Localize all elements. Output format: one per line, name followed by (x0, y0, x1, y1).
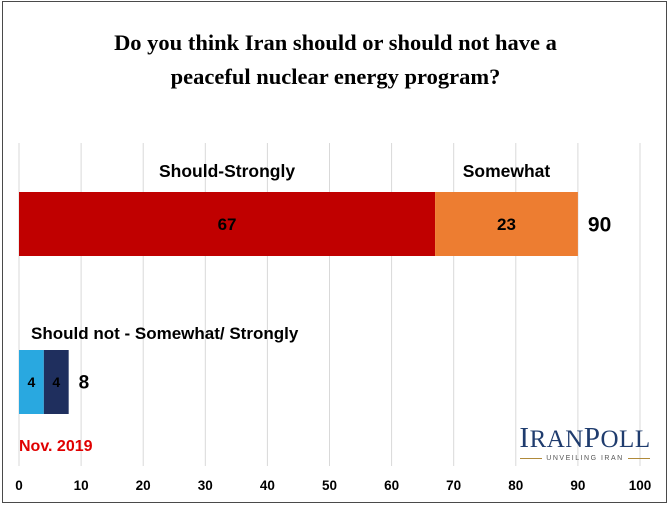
x-tick-label: 80 (508, 478, 523, 493)
logo-wordmark: IRANPOLL (519, 422, 651, 454)
logo-tagline: UNVEILING IRAN (510, 455, 660, 462)
x-tick-label: 60 (384, 478, 399, 493)
bar-value-label: 67 (218, 215, 237, 234)
segment-category-label: Should-Strongly (159, 161, 295, 181)
grid-lines (18, 143, 641, 466)
bar-segment (19, 192, 436, 256)
x-tick-label: 10 (74, 478, 89, 493)
x-axis-ticks: 0 10 20 30 40 50 60 70 80 90 100 (15, 478, 651, 493)
segment-category-label: Somewhat (463, 161, 551, 181)
bars-group: 67 Should-Strongly 23 Somewhat 90 4 4 8 Should n… (19, 161, 611, 414)
date-label: Nov. 2019 (19, 438, 93, 455)
x-tick-label: 30 (198, 478, 213, 493)
bar-segment (435, 192, 578, 256)
bar-segment (19, 350, 44, 414)
bar-value-label: 23 (497, 215, 516, 234)
x-tick-label: 20 (136, 478, 151, 493)
x-tick-label: 40 (260, 478, 275, 493)
bar-value-label: 4 (52, 374, 60, 390)
chart-title: Do you think Iran should or should not h… (0, 26, 671, 94)
x-tick-label: 70 (446, 478, 461, 493)
x-tick-label: 0 (15, 478, 23, 493)
chart-title-line-2: peaceful nuclear energy program? (170, 64, 501, 89)
bar-segment (43, 350, 69, 414)
bar-value-label: 4 (28, 374, 36, 390)
bar-total-label: 90 (588, 213, 611, 236)
chart-title-line-1: Do you think Iran should or should not h… (114, 30, 557, 55)
x-tick-label: 90 (570, 478, 585, 493)
group-category-label: Should not - Somewhat/ Strongly (31, 324, 299, 343)
iranpoll-logo: IRANPOLL UNVEILING IRAN (510, 422, 660, 463)
bar-total-label: 8 (79, 373, 90, 394)
x-tick-label: 50 (322, 478, 337, 493)
x-tick-label: 100 (629, 478, 652, 493)
